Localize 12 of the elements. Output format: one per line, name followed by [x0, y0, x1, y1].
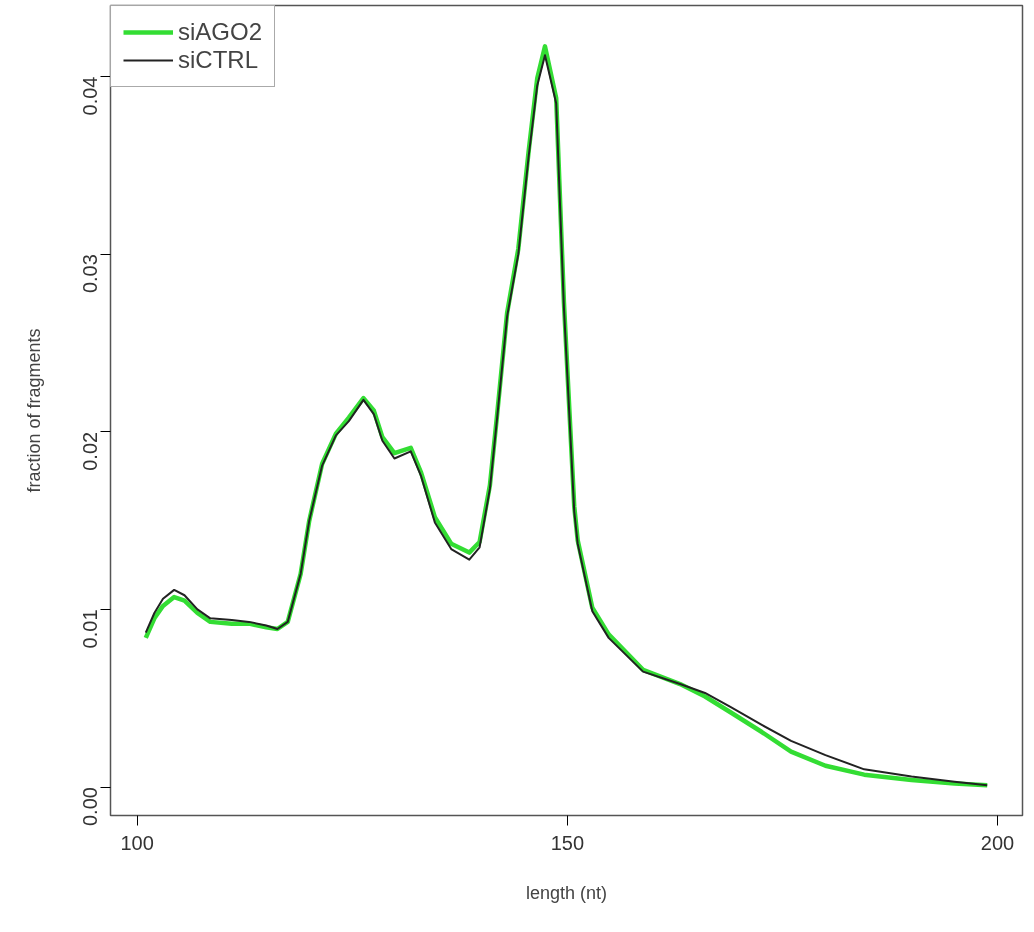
x-tick-label: 150	[550, 831, 585, 854]
legend-label: siAGO2	[178, 18, 263, 46]
y-tick-label: 0.02	[79, 431, 102, 471]
y-tick-label: 0.03	[79, 254, 102, 294]
x-tick-label: 200	[980, 831, 1015, 854]
x-tick-label: 100	[120, 831, 154, 854]
y-tick-label: 0.00	[79, 787, 102, 826]
legend-label: siCTRL	[178, 46, 259, 74]
x-axis-title: length (nt)	[525, 882, 608, 903]
y-tick-label: 0.04	[79, 76, 102, 116]
y-tick-label: 0.01	[79, 609, 102, 649]
y-axis-title: fraction of fragments	[23, 328, 44, 493]
